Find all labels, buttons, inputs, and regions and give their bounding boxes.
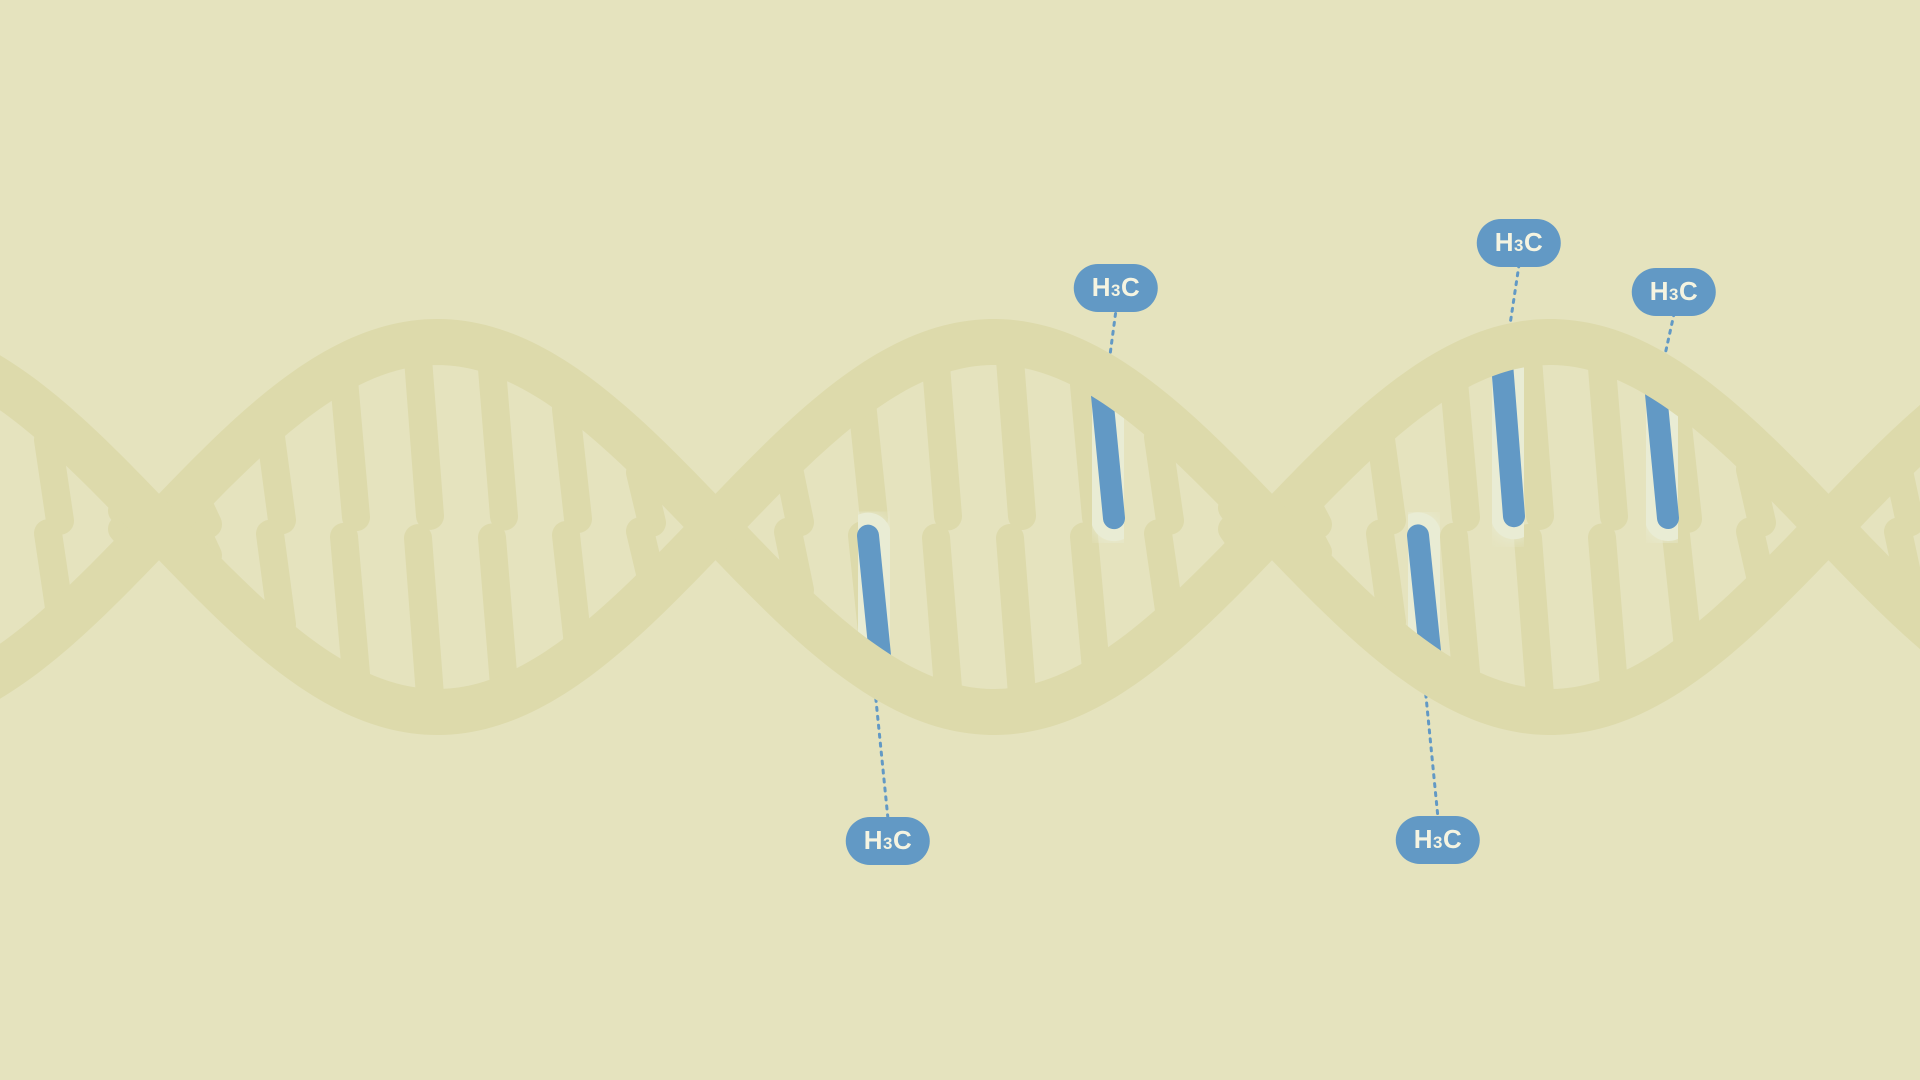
methyl-tag: H3C — [1477, 219, 1561, 267]
methyl-tag: H3C — [1632, 268, 1716, 316]
methyl-tag: H3C — [1074, 264, 1158, 312]
methyl-tag: H3C — [846, 817, 930, 865]
methyl-tag: H3C — [1396, 816, 1480, 864]
diagram-svg — [0, 0, 1920, 1080]
dna-methylation-diagram: H3C H3C H3C H3C H3C — [0, 0, 1920, 1080]
